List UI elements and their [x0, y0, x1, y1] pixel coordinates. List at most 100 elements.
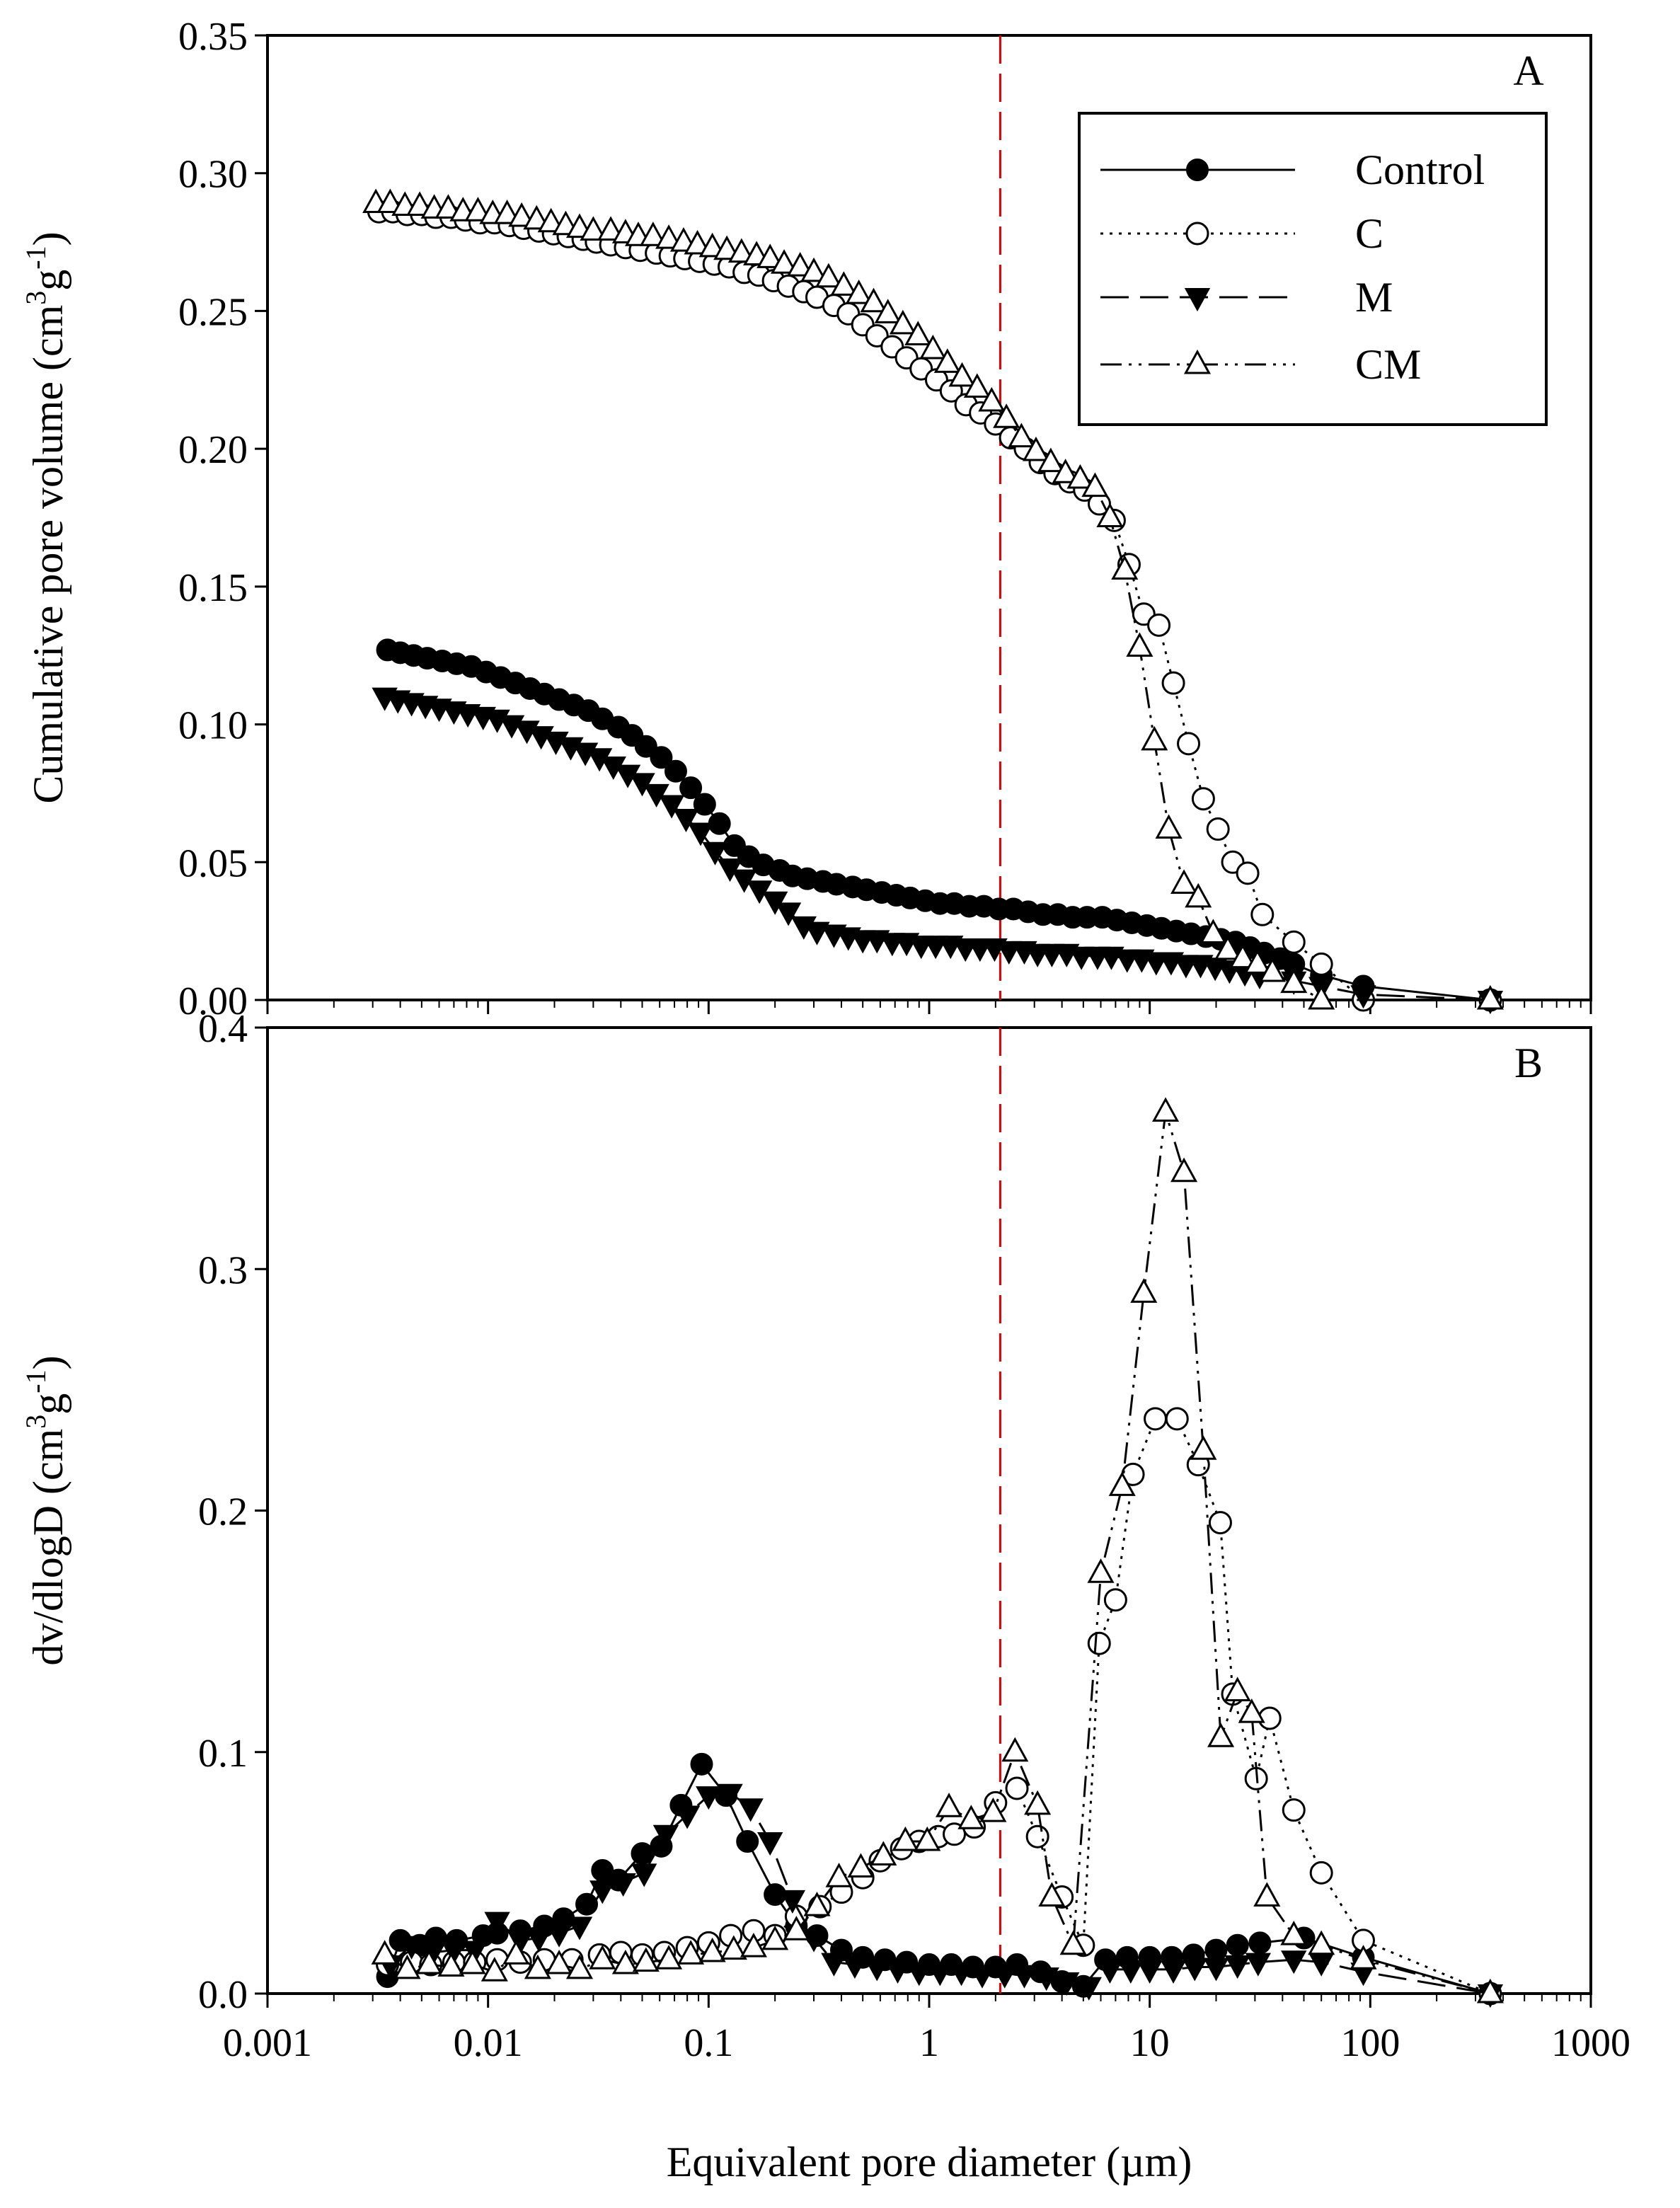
panel-b-series-cm-point: [847, 1853, 875, 1878]
panel-a-series-cm-point: [919, 334, 947, 360]
panel-a-series-cm-point: [786, 252, 814, 277]
panel-a-series-cm-point: [1308, 984, 1335, 1010]
panel-b-series-c-line: [387, 1418, 1491, 1995]
panel-b-series-cm-point: [720, 1935, 747, 1960]
panel-a-series-m-point: [804, 921, 830, 945]
panel-b-y-axis-title-part: 3: [20, 1415, 52, 1429]
panel-b-series-m-point: [885, 1960, 911, 1984]
panel-a-series-c-point: [1147, 613, 1171, 637]
panel-b-series-cm-point: [1308, 1930, 1335, 1955]
panel-a-series-cm-point: [684, 229, 711, 255]
panel-b-series-c-point: [1282, 1798, 1306, 1822]
panel-a-series-c-point: [1282, 930, 1306, 954]
panel-b-series-cm-point: [437, 1952, 465, 1977]
panel-b-series-m-point: [821, 1953, 847, 1977]
panel-a-series-cm-point: [904, 321, 932, 345]
panel-a-series-cm-point: [537, 207, 565, 233]
panel-a-series-cm-point: [1476, 984, 1504, 1010]
panel-b-series-c-point: [1165, 1407, 1189, 1431]
legend-m-marker: [1184, 288, 1211, 312]
panel-a-series-cm-point: [948, 362, 976, 387]
x-axis-title: Equivalent pore diameter (µm): [667, 2139, 1192, 2185]
panel-a-series-cm-point: [830, 271, 858, 296]
panel-b-series-cm-point: [914, 1826, 941, 1851]
panel-b-series-cm-point: [740, 1933, 767, 1957]
panel-b-series-m-point: [1097, 1960, 1123, 1984]
panel-a-series-cm-point: [1199, 919, 1227, 944]
panel-a-series-cm-point: [639, 222, 667, 246]
panel-b-series-cm-point: [502, 1940, 530, 1965]
panel-b-series-m-point: [1033, 1967, 1059, 1991]
panel-b-series-cm-point: [935, 1793, 963, 1817]
panel-a-y-tick-label: 0.00: [178, 979, 248, 1023]
panel-b-series-cm-point: [803, 1892, 831, 1916]
x-tick-label: 0.1: [684, 2021, 733, 2065]
panel-b-series-m-point: [1011, 1965, 1037, 1989]
panel-b-series-c-point: [1005, 1776, 1029, 1800]
panel-a-series-cm-point: [1185, 882, 1212, 908]
panel-b-series-m-point: [1281, 1950, 1307, 1974]
panel-b-series-cm-point: [524, 1954, 551, 1979]
panel-b-series-m-point: [969, 1965, 996, 1989]
panel-a-series-cm-point: [376, 188, 404, 214]
panel-a-series-m-point: [702, 841, 728, 866]
panel-a-series-cm-point: [1066, 464, 1094, 489]
panel-b-series-m-point: [1203, 1957, 1229, 1982]
panel-a-y-axis-title-part: ): [25, 231, 71, 246]
panel-b-series-cm-point: [1476, 1978, 1504, 2003]
panel-b-series-m-point: [841, 1955, 868, 1979]
panel-a-series-cm-point: [1229, 943, 1257, 969]
panel-b-series-cm-point: [1130, 1278, 1158, 1303]
panel-a-series-control-point: [650, 746, 673, 769]
panel-a-series-cm-point: [1022, 436, 1049, 461]
panel-b-series-control-point: [575, 1892, 599, 1916]
panel-a-series-cm-point: [1243, 949, 1271, 974]
panel-b-series-m-point: [589, 1880, 616, 1904]
panel-a-y-tick-label: 0.15: [178, 566, 248, 610]
panel-b-series-cm-point: [870, 1841, 897, 1865]
panel-b-series-cm-point: [1001, 1737, 1029, 1762]
panel-b-series-m-point: [948, 1962, 974, 1986]
panel-a-series-cm-point: [1214, 935, 1242, 960]
panel-a-series-c-point: [1191, 787, 1215, 811]
panel-b-series-m-point: [631, 1863, 657, 1887]
panel-a-series-cm-point: [845, 279, 873, 304]
panel-b-series-cm-point: [1190, 1435, 1217, 1460]
panel-b-series-cm-point: [1207, 1723, 1235, 1747]
panel-b-series-m-point: [566, 1916, 593, 1940]
panel-a-y-axis-title: Cumulative pore volume (cm3g-1): [20, 231, 71, 803]
panel-b-y-tick-label: 0.3: [198, 1248, 248, 1292]
panel-a-series-cm-point: [493, 200, 521, 224]
panel-b-series-cm-point: [1224, 1677, 1251, 1701]
x-tick-label: 1: [919, 2021, 939, 2065]
panel-a-y-axis-title-part: 3: [20, 291, 52, 305]
panel-b-series-m-line: [389, 1792, 1491, 1995]
panel-a-series-control-point: [693, 793, 716, 816]
panel-a-series-cm-point: [1008, 422, 1035, 448]
panel-a-series-cm-point: [1170, 869, 1198, 894]
legend-c-marker: [1185, 222, 1209, 246]
legend-box: [1078, 112, 1548, 426]
panel-b-y-axis-title-part: -1: [20, 1369, 52, 1393]
panel-a-series-m-point: [687, 822, 714, 846]
panel-b-series-m-point: [696, 1786, 722, 1810]
panel-a-series-cm-point: [1259, 957, 1287, 982]
panel-a-label: A: [1513, 47, 1543, 94]
panel-a-series-cm-point: [1280, 968, 1308, 994]
panel-a-series-control-point: [634, 735, 657, 758]
panel-a-series-cm-point: [698, 232, 726, 258]
panel-b-series-m-point: [1076, 1977, 1102, 2001]
panel-a-series-cm-point: [889, 309, 916, 335]
panel-b-series-cm-point: [761, 1925, 789, 1950]
x-tick-label: 100: [1340, 2021, 1400, 2065]
panel-b-series-cm-point: [957, 1805, 985, 1829]
panel-a-series-cm-point: [597, 216, 625, 241]
panel-b-series-cm-point: [825, 1863, 853, 1887]
panel-a-series-c-point: [1250, 902, 1275, 926]
panel-b-series-control-point: [1248, 1931, 1272, 1955]
panel-b-series-cm-point: [1350, 1945, 1377, 1970]
panel-a-series-c-point: [1177, 732, 1201, 756]
panel-b-series-m-point: [1224, 1955, 1250, 1979]
panel-a-series-control-point: [664, 759, 687, 783]
panel-b-y-tick-label: 0.4: [198, 1007, 248, 1051]
